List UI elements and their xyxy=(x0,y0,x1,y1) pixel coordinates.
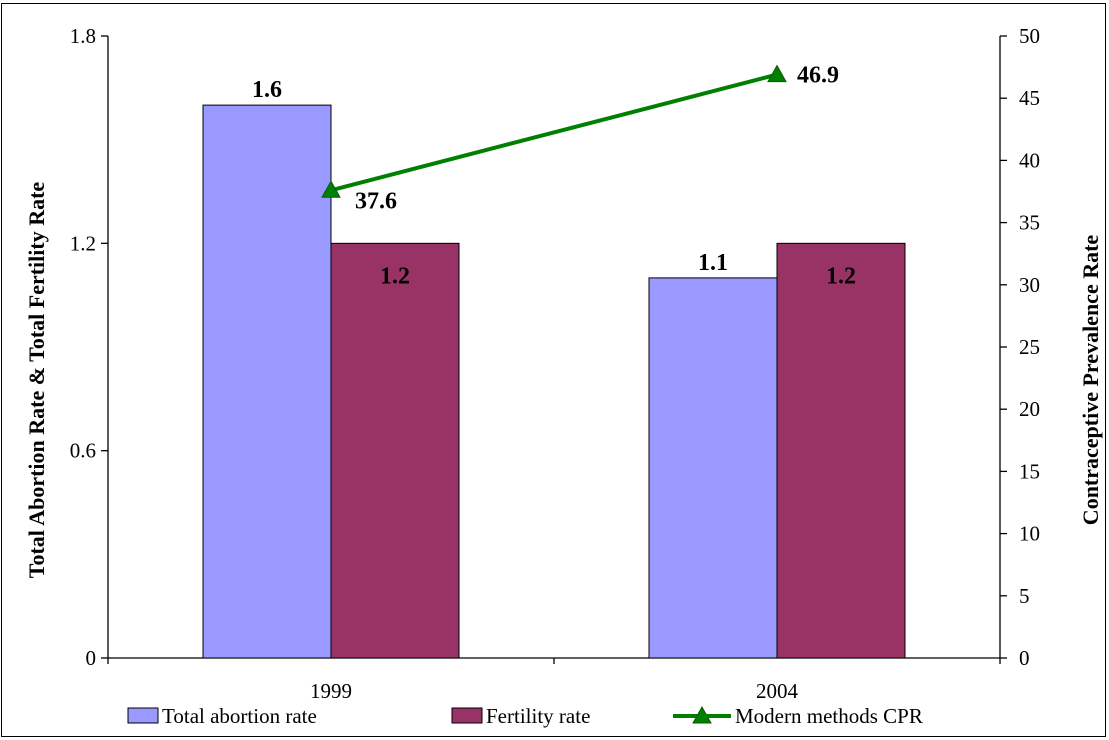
cpr-value-label: 46.9 xyxy=(797,63,839,89)
cpr-point-triangle xyxy=(767,64,787,83)
x-tick-label: 1999 xyxy=(310,679,352,703)
cpr-line xyxy=(321,64,787,198)
y2-tick-label: 20 xyxy=(1019,397,1040,421)
y-tick-label: 1.8 xyxy=(70,24,96,48)
bars xyxy=(202,104,906,659)
y-axis-title: Total Abortion Rate & Total Fertility Ra… xyxy=(24,182,49,579)
y2-tick-label: 0 xyxy=(1019,646,1030,670)
y2-tick-label: 15 xyxy=(1019,459,1040,483)
x-tick-label: 2004 xyxy=(756,679,799,703)
y2-tick-label: 5 xyxy=(1019,584,1030,608)
bar-total-abortion-rate xyxy=(202,104,332,659)
cpr-value-label: 37.6 xyxy=(355,188,397,214)
legend-swatch-total-abortion-rate xyxy=(127,707,159,724)
axes: 0 0.6 1.2 1.8 0 5 10 15 20 25 30 35 40 45 50 1999 2004 xyxy=(70,24,1040,703)
y2-tick-label: 25 xyxy=(1019,335,1040,359)
y2-axis-title: Contraceptive Prevalence Rate xyxy=(1078,235,1103,526)
y-tick-label: 1.2 xyxy=(70,231,96,255)
y-tick-label: 0.6 xyxy=(70,439,96,463)
y2-tick-label: 35 xyxy=(1019,211,1040,235)
y2-tick-label: 45 xyxy=(1019,86,1040,110)
y2-tick-label: 50 xyxy=(1019,24,1040,48)
legend-marker-triangle xyxy=(692,705,712,724)
figure-frame xyxy=(1,3,1106,737)
legend-swatch-fertility-rate xyxy=(451,707,483,724)
bar-value-label: 1.2 xyxy=(826,263,856,289)
y2-tick-label: 40 xyxy=(1019,148,1040,172)
bar-fertility-rate xyxy=(776,242,906,659)
legend: Total abortion rate Fertility rate Modern … xyxy=(127,704,923,728)
cpr-point-triangle xyxy=(321,180,341,198)
bar-value-label: 1.6 xyxy=(252,77,282,103)
bar-total-abortion-rate xyxy=(648,277,778,659)
legend-label: Fertility rate xyxy=(486,704,590,728)
legend-label: Total abortion rate xyxy=(162,704,317,728)
bar-value-label: 1.1 xyxy=(698,250,728,276)
y2-tick-label: 30 xyxy=(1019,273,1040,297)
data-labels: 1.6 1.2 1.1 1.2 37.6 46.9 xyxy=(252,63,856,290)
cpr-line-path xyxy=(330,72,778,193)
y-tick-label: 0 xyxy=(86,646,97,670)
y2-tick-label: 10 xyxy=(1019,522,1040,546)
bar-fertility-rate xyxy=(330,242,460,659)
legend-label: Modern methods CPR xyxy=(735,704,923,728)
bar-value-label: 1.2 xyxy=(380,263,410,289)
